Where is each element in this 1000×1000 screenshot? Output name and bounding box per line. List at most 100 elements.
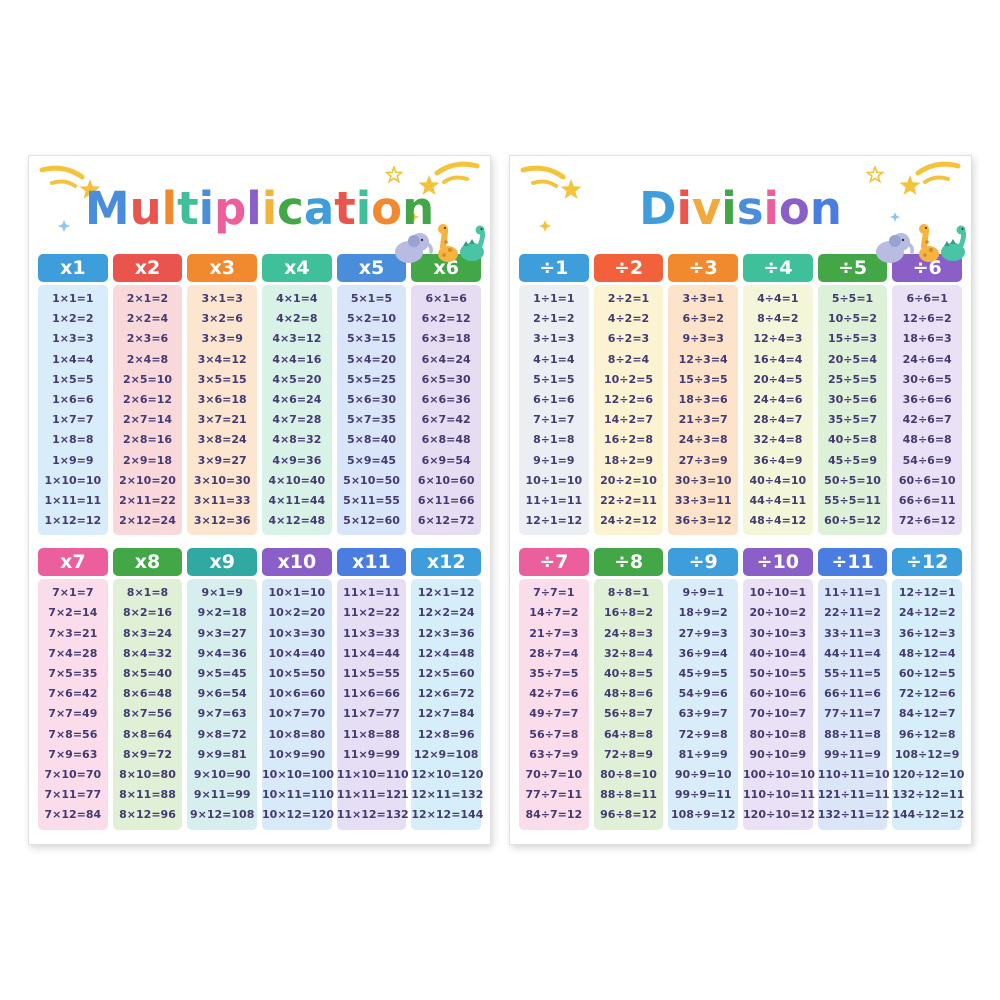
equation: 4×4=16: [272, 352, 322, 366]
equation: 1×2=2: [52, 312, 94, 326]
equation: 9×3=27: [197, 626, 247, 640]
column-header: ÷5: [817, 254, 888, 282]
equation: 10×8=80: [268, 727, 326, 741]
equation: 12×4=48: [417, 646, 475, 660]
equation: 56÷8=7: [603, 707, 654, 721]
equation: 36÷3=12: [674, 514, 732, 528]
table-column: ÷7 7÷7=1 14÷7=2 21÷7=3 28÷7=4 35÷7=5 42÷7=6 49÷…: [519, 548, 589, 830]
equation: 3×9=27: [197, 453, 247, 467]
equation: 3×3=9: [201, 332, 243, 346]
equation: 12÷6=2: [902, 312, 952, 326]
column-body: 4×1=4 4×2=8 4×3=12 4×4=16 4×5=20 4×6=24 4×7=28…: [262, 285, 332, 536]
table-column: ÷2 2÷2=1 4÷2=2 6÷2=3 8÷2=4 10÷2=5 12÷2=6 14÷2=7…: [593, 254, 664, 536]
equation: 15÷5=3: [827, 332, 878, 346]
equation: 12÷3=4: [678, 352, 728, 366]
equation: 4÷2=2: [607, 312, 650, 326]
equation: 2÷1=2: [533, 312, 575, 326]
column-header: ÷10: [743, 548, 813, 577]
equation: 11÷11=1: [824, 586, 881, 600]
column-body: 2×1=2 2×2=4 2×3=6 2×4=8 2×5=10 2×6=12 2×7=14 2×…: [112, 285, 183, 536]
equation: 15÷3=5: [678, 372, 728, 386]
column-header: ÷1: [519, 254, 589, 282]
equation: 36÷4=9: [753, 453, 803, 467]
equation: 5×2=10: [346, 312, 397, 326]
equation: 16÷4=4: [753, 352, 803, 366]
equation: 6×12=72: [417, 514, 475, 528]
shooting-star-icon: [520, 165, 582, 199]
equation: 2×5=10: [122, 372, 173, 386]
equation: 84÷7=12: [525, 808, 583, 822]
equation: 63÷7=9: [529, 747, 579, 761]
equation: 70÷10=7: [749, 707, 807, 721]
title-letter: o: [778, 182, 810, 235]
equation: 9×10=90: [193, 767, 251, 781]
column-body: 11÷11=1 22÷11=2 33÷11=3 44÷11=4 55÷11=5 66÷11…: [817, 579, 890, 830]
equation: 4×6=24: [272, 392, 322, 406]
equation: 6×7=42: [421, 413, 471, 427]
column-header: ÷8: [593, 548, 664, 577]
poster-header: Division: [519, 161, 966, 263]
equation: 9÷3=3: [682, 332, 724, 346]
title-letter: t: [177, 182, 199, 235]
column-header: x12: [411, 548, 482, 577]
equation: 12×6=72: [417, 687, 475, 701]
animal-mascots: [876, 224, 966, 263]
equation: 25÷5=5: [827, 372, 878, 386]
animal-mascots: [395, 224, 485, 263]
equation: 7×6=42: [48, 687, 98, 701]
equation: 36÷9=4: [678, 646, 728, 660]
equation: 2÷2=1: [607, 292, 650, 305]
equation: 28÷7=4: [529, 646, 579, 660]
equation: 2×11=22: [119, 493, 176, 507]
equation: 18÷3=6: [678, 392, 728, 406]
equation: 49÷7=7: [529, 707, 579, 721]
title-letter: v: [691, 182, 722, 235]
equation: 42÷7=6: [529, 687, 579, 701]
table-column: ÷12 12÷12=1 24÷12=2 36÷12=3 48÷12=4 60÷12=5 72…: [892, 548, 964, 830]
column-body: 5÷5=1 10÷5=2 15÷5=3 20÷5=4 25÷5=5 30÷5=6 35÷5=…: [817, 285, 888, 536]
equation: 11×11=121: [336, 788, 409, 802]
equation: 11×7=77: [343, 707, 400, 721]
equation: 10×10=100: [262, 767, 335, 781]
equation: 8×2=16: [122, 606, 173, 620]
equation: 1×11=11: [44, 493, 102, 507]
equation: 6×3=18: [421, 332, 471, 346]
equation: 10×4=40: [268, 646, 326, 660]
equation: 72÷12=6: [898, 687, 956, 701]
equation: 12×8=96: [417, 727, 475, 741]
equation: 12×5=60: [417, 667, 475, 680]
equation: 64÷8=8: [603, 727, 654, 741]
equation: 16÷8=2: [603, 606, 654, 620]
equation: 6×2=12: [421, 312, 471, 326]
equation: 8÷8=1: [607, 586, 650, 600]
equation: 30÷6=5: [902, 372, 952, 386]
equation: 7×5=35: [48, 667, 98, 680]
title-letter: n: [809, 182, 842, 235]
elephant-icon: [876, 233, 914, 263]
equation: 8×9=72: [122, 747, 173, 761]
equation: 6×8=48: [421, 433, 471, 447]
poster-title: Multiplication: [38, 182, 481, 235]
equation: 30÷5=6: [827, 392, 878, 406]
equation: 55÷11=5: [824, 667, 881, 680]
equation: 90÷9=10: [674, 767, 732, 781]
equation: 28÷4=7: [753, 413, 803, 427]
equation: 11×5=55: [343, 667, 400, 680]
equation: 7×12=84: [44, 808, 102, 822]
equation: 12÷1=12: [525, 514, 583, 528]
equation: 10×5=50: [268, 667, 326, 680]
equation: 8×6=48: [122, 687, 173, 701]
column-body: 1×1=1 1×2=2 1×3=3 1×4=4 1×5=5 1×6=6 1×7=7 1×8=8…: [38, 285, 108, 536]
giraffe-icon: [438, 224, 458, 262]
equation: 48÷4=12: [749, 514, 807, 528]
equation: 1×3=3: [52, 332, 94, 346]
equation: 132÷11=12: [817, 808, 890, 822]
table-grid-bottom: x7 7×1=7 7×2=14 7×3=21 7×4=28 7×5=35 7×6=42 7×7…: [38, 548, 483, 830]
equation: 30÷3=10: [674, 473, 732, 487]
equation: 11×4=44: [343, 646, 400, 660]
equation: 8×10=80: [119, 767, 176, 781]
equation: 7×10=70: [44, 767, 102, 781]
equation: 120÷10=12: [743, 808, 816, 822]
equation: 44÷4=11: [749, 493, 807, 507]
column-body: 3÷3=1 6÷3=2 9÷3=3 12÷3=4 15÷3=5 18÷3=6 21÷3=7 2…: [668, 285, 739, 536]
